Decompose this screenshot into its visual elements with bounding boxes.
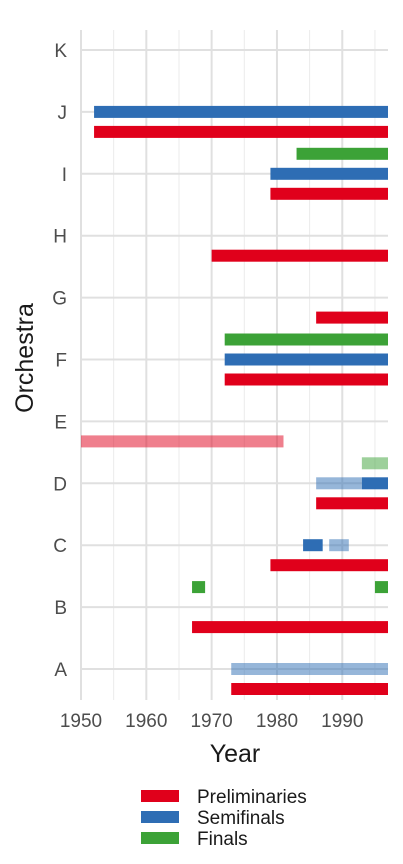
x-axis-title: Year [210, 740, 261, 768]
y-tick-b: B [54, 598, 67, 619]
segment-f-finals-15 [224, 333, 388, 346]
segment-d-semifinals-9 [316, 477, 362, 490]
segment-b-finals-4 [374, 581, 388, 594]
segment-e-preliminaries-12 [81, 435, 284, 448]
segment-a-semifinals-1 [231, 663, 388, 675]
x-tick-1970: 1970 [190, 711, 232, 732]
segment-d-finals-11 [361, 457, 388, 470]
legend-label-semifinals: Semifinals [197, 808, 285, 829]
segment-g-preliminaries-16 [316, 311, 388, 324]
segment-d-preliminaries-8 [316, 497, 388, 510]
y-tick-labels: A B C D E F G H I J K [52, 41, 67, 681]
x-tick-1990: 1990 [321, 711, 363, 732]
legend-key-finals [141, 832, 179, 844]
legend-key-preliminaries [141, 790, 179, 802]
segment-j-preliminaries-21 [94, 125, 388, 138]
segment-i-preliminaries-18 [270, 187, 388, 200]
y-tick-k: K [54, 41, 67, 62]
segment-f-preliminaries-13 [224, 373, 388, 386]
x-tick-1980: 1980 [256, 711, 298, 732]
y-tick-c: C [53, 536, 67, 557]
segment-f-semifinals-14 [224, 353, 388, 366]
y-tick-g: G [52, 289, 67, 310]
segment-c-semifinals-7 [329, 539, 349, 552]
segments [81, 105, 388, 695]
segment-i-semifinals-19 [270, 167, 388, 180]
segment-h-preliminaries-17 [211, 249, 388, 262]
segment-c-semifinals-6 [303, 539, 323, 552]
x-tick-labels: 1950 1960 1970 1980 1990 [60, 711, 364, 732]
x-tick-1950: 1950 [60, 711, 102, 732]
legend-key-semifinals [141, 811, 179, 823]
segment-c-preliminaries-5 [270, 559, 388, 572]
y-tick-h: H [53, 227, 67, 248]
y-tick-d: D [53, 474, 67, 495]
segment-i-finals-20 [296, 147, 388, 160]
segment-d-semifinals-10 [361, 477, 388, 490]
segment-j-semifinals-22 [94, 105, 388, 118]
y-tick-e: E [54, 412, 67, 433]
y-axis-title: Orchestra [11, 303, 39, 413]
legend-label-finals: Finals [197, 829, 248, 850]
segment-b-preliminaries-2 [192, 621, 388, 634]
legend-label-preliminaries: Preliminaries [197, 787, 307, 808]
y-tick-f: F [55, 351, 67, 372]
y-tick-i: I [62, 165, 67, 186]
y-tick-j: J [58, 103, 68, 124]
segment-a-preliminaries-0 [231, 683, 388, 695]
y-tick-a: A [54, 660, 67, 681]
segment-b-finals-3 [192, 581, 206, 594]
x-tick-1960: 1960 [125, 711, 167, 732]
